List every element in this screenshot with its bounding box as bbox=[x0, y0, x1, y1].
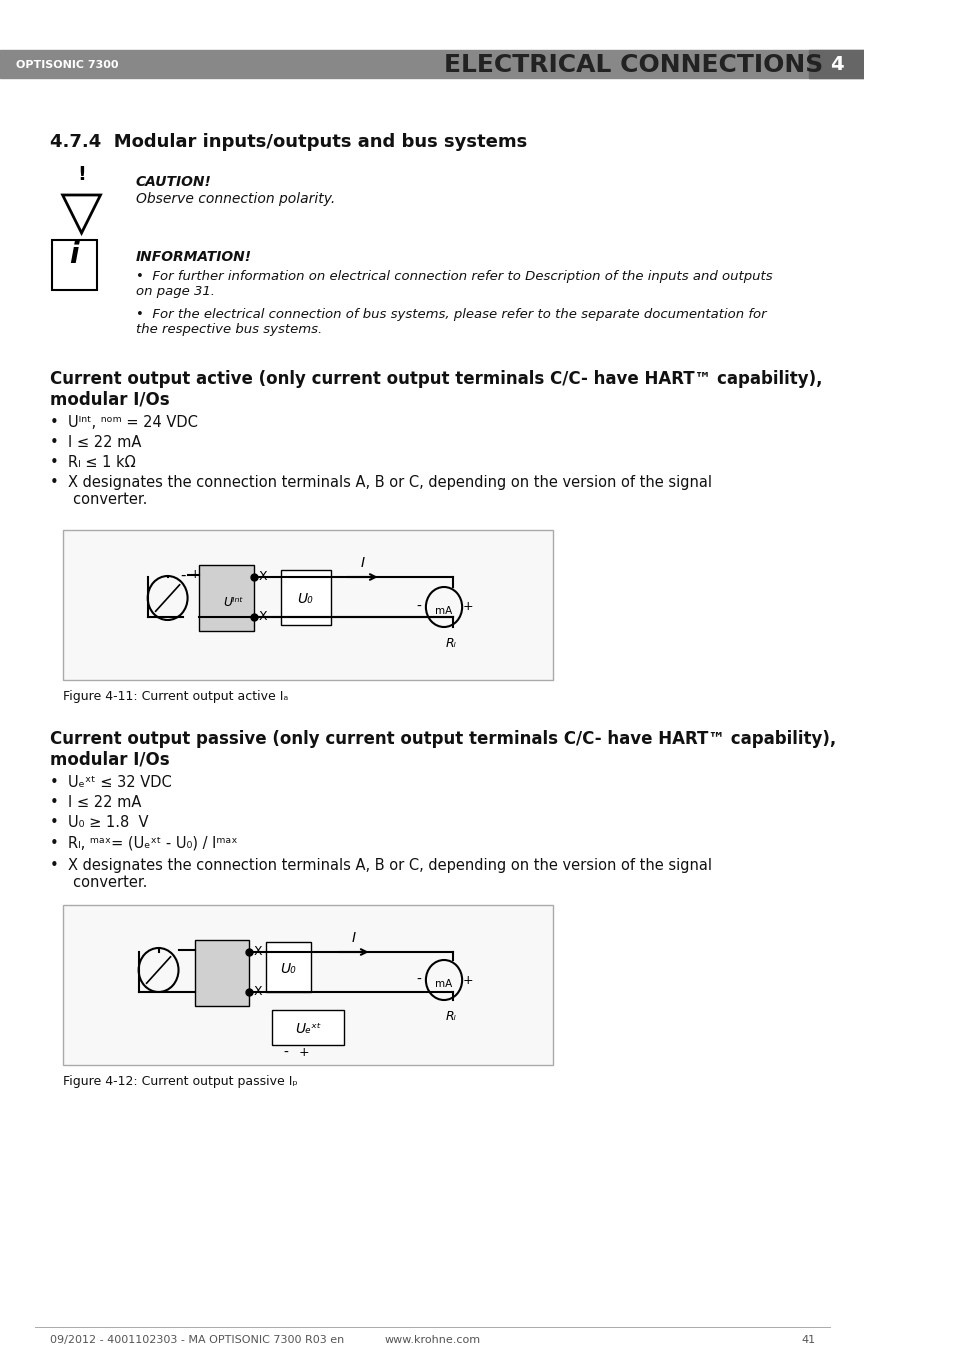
Bar bbox=[63, 905, 552, 1065]
Bar bbox=[194, 940, 249, 1006]
Bar bbox=[808, 50, 863, 78]
Bar bbox=[0, 50, 863, 78]
Text: 4.7.4  Modular inputs/outputs and bus systems: 4.7.4 Modular inputs/outputs and bus sys… bbox=[50, 132, 527, 151]
Text: 41: 41 bbox=[801, 1335, 815, 1346]
Text: •  Rₗ, ᵐᵃˣ= (Uₑˣᵗ - U₀) / Iᵐᵃˣ: • Rₗ, ᵐᵃˣ= (Uₑˣᵗ - U₀) / Iᵐᵃˣ bbox=[50, 835, 237, 850]
Text: mA: mA bbox=[435, 607, 452, 616]
Text: 09/2012 - 4001102303 - MA OPTISONIC 7300 R03 en: 09/2012 - 4001102303 - MA OPTISONIC 7300… bbox=[50, 1335, 344, 1346]
Text: •  Rₗ ≤ 1 kΩ: • Rₗ ≤ 1 kΩ bbox=[50, 455, 135, 470]
Text: Uₑˣᵗ: Uₑˣᵗ bbox=[294, 1021, 321, 1036]
Bar bbox=[199, 565, 253, 631]
Text: www.krohne.com: www.krohne.com bbox=[384, 1335, 479, 1346]
Text: U₀: U₀ bbox=[297, 592, 313, 607]
Text: •  I ≤ 22 mA: • I ≤ 22 mA bbox=[50, 435, 141, 450]
Text: +: + bbox=[462, 974, 473, 986]
Text: OPTISONIC 7300: OPTISONIC 7300 bbox=[16, 59, 119, 70]
Bar bbox=[265, 942, 311, 992]
Text: X: X bbox=[258, 570, 267, 584]
Text: INFORMATION!: INFORMATION! bbox=[135, 250, 252, 263]
Text: Figure 4-12: Current output passive Iₚ: Figure 4-12: Current output passive Iₚ bbox=[63, 1075, 298, 1088]
Text: •  I ≤ 22 mA: • I ≤ 22 mA bbox=[50, 794, 141, 811]
Bar bbox=[272, 1011, 344, 1046]
Text: -: - bbox=[416, 600, 420, 613]
Text: Current output active (only current output terminals C/C- have HART™ capability): Current output active (only current outp… bbox=[50, 370, 821, 409]
Text: Rₗ: Rₗ bbox=[445, 1011, 456, 1023]
Text: Rₗ: Rₗ bbox=[445, 638, 456, 650]
Text: ELECTRICAL CONNECTIONS: ELECTRICAL CONNECTIONS bbox=[443, 53, 822, 77]
Text: I: I bbox=[360, 557, 364, 570]
Text: -: - bbox=[416, 973, 420, 988]
Text: I: I bbox=[351, 931, 355, 944]
Text: •  For further information on electrical connection refer to Description of the : • For further information on electrical … bbox=[135, 270, 772, 299]
Text: X-: X- bbox=[253, 985, 266, 998]
Text: •  For the electrical connection of bus systems, please refer to the separate do: • For the electrical connection of bus s… bbox=[135, 308, 766, 336]
Text: •  Uᴵⁿᵗ, ⁿᵒᵐ = 24 VDC: • Uᴵⁿᵗ, ⁿᵒᵐ = 24 VDC bbox=[50, 415, 197, 430]
Text: +: + bbox=[190, 569, 200, 581]
Text: i: i bbox=[70, 240, 79, 269]
Text: -: - bbox=[180, 567, 186, 582]
Text: Current output passive (only current output terminals C/C- have HART™ capability: Current output passive (only current out… bbox=[50, 730, 835, 769]
Text: X-: X- bbox=[258, 611, 271, 623]
Text: mA: mA bbox=[435, 979, 452, 989]
Text: +: + bbox=[462, 600, 473, 613]
Text: CAUTION!: CAUTION! bbox=[135, 176, 212, 189]
Bar bbox=[63, 530, 552, 680]
FancyBboxPatch shape bbox=[51, 240, 97, 290]
Text: X: X bbox=[253, 944, 262, 958]
Text: •  U₀ ≥ 1.8  V: • U₀ ≥ 1.8 V bbox=[50, 815, 148, 830]
Text: U₀: U₀ bbox=[280, 962, 295, 975]
Text: Uᴵⁿᵗ: Uᴵⁿᵗ bbox=[223, 596, 244, 608]
Text: 4: 4 bbox=[830, 55, 843, 74]
Text: •  Uₑˣᵗ ≤ 32 VDC: • Uₑˣᵗ ≤ 32 VDC bbox=[50, 775, 172, 790]
Text: Observe connection polarity.: Observe connection polarity. bbox=[135, 192, 335, 205]
Bar bbox=[280, 570, 331, 626]
Text: +: + bbox=[298, 1047, 309, 1059]
Text: !: ! bbox=[77, 165, 86, 184]
Text: -: - bbox=[283, 1046, 288, 1061]
Text: Figure 4-11: Current output active Iₐ: Figure 4-11: Current output active Iₐ bbox=[63, 690, 289, 703]
Text: •  X designates the connection terminals A, B or C, depending on the version of : • X designates the connection terminals … bbox=[50, 858, 711, 890]
Text: •  X designates the connection terminals A, B or C, depending on the version of : • X designates the connection terminals … bbox=[50, 476, 711, 508]
